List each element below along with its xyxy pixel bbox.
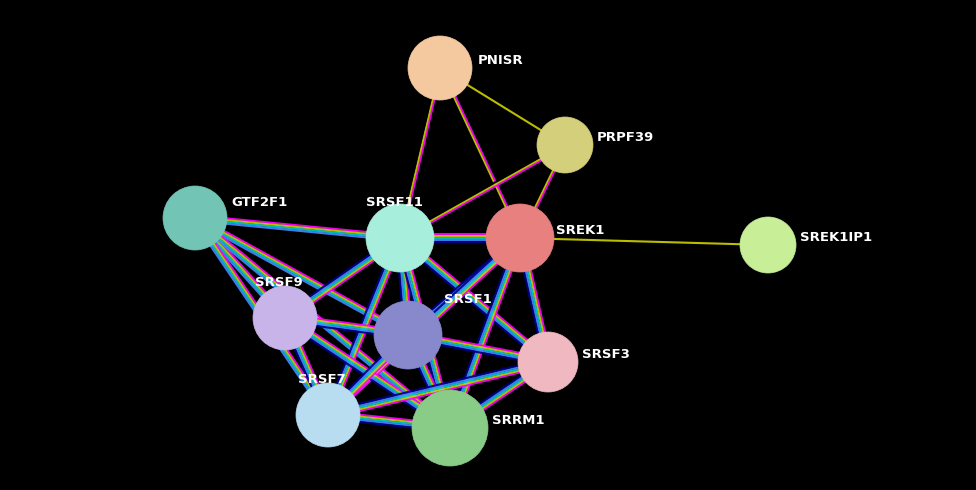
Text: SREK1: SREK1 bbox=[556, 223, 604, 237]
Circle shape bbox=[537, 117, 593, 173]
Circle shape bbox=[486, 204, 554, 272]
Circle shape bbox=[296, 383, 360, 447]
Text: SRSF7: SRSF7 bbox=[298, 372, 346, 386]
Text: SRRM1: SRRM1 bbox=[492, 414, 545, 426]
Circle shape bbox=[253, 286, 317, 350]
Text: PRPF39: PRPF39 bbox=[597, 130, 654, 144]
Circle shape bbox=[163, 186, 227, 250]
Text: SREK1IP1: SREK1IP1 bbox=[800, 230, 873, 244]
Circle shape bbox=[374, 301, 442, 369]
Text: SRSF3: SRSF3 bbox=[582, 347, 630, 361]
Text: SRSF9: SRSF9 bbox=[255, 275, 303, 289]
Text: PNISR: PNISR bbox=[478, 53, 524, 67]
Circle shape bbox=[740, 217, 796, 273]
Circle shape bbox=[366, 204, 434, 272]
Text: SRSF1: SRSF1 bbox=[444, 293, 492, 305]
Circle shape bbox=[518, 332, 578, 392]
Text: SRSF11: SRSF11 bbox=[366, 196, 423, 209]
Circle shape bbox=[412, 390, 488, 466]
Text: GTF2F1: GTF2F1 bbox=[231, 196, 287, 209]
Circle shape bbox=[408, 36, 472, 100]
